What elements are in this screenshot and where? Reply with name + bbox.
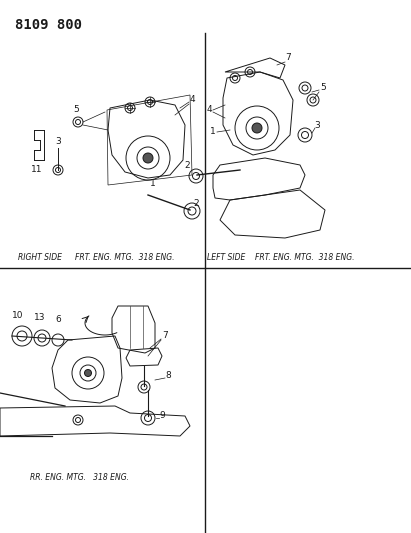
Text: 2: 2 [184, 160, 190, 169]
Text: 9: 9 [159, 411, 165, 421]
Text: 1: 1 [150, 179, 156, 188]
Text: 5: 5 [320, 84, 326, 93]
Text: 8109 800: 8109 800 [15, 18, 82, 32]
Text: 4: 4 [189, 95, 195, 104]
Text: 3: 3 [55, 138, 61, 147]
Text: 5: 5 [73, 106, 79, 115]
Circle shape [85, 369, 92, 376]
Text: 8: 8 [165, 372, 171, 381]
Text: FRT. ENG. MTG.  318 ENG.: FRT. ENG. MTG. 318 ENG. [255, 253, 355, 262]
Text: LEFT SIDE: LEFT SIDE [207, 253, 245, 262]
Text: 4: 4 [206, 106, 212, 115]
Text: 1: 1 [210, 127, 216, 136]
Text: 2: 2 [193, 198, 199, 207]
Text: RIGHT SIDE: RIGHT SIDE [18, 253, 62, 262]
Text: 7: 7 [162, 332, 168, 341]
Text: FRT. ENG. MTG.  318 ENG.: FRT. ENG. MTG. 318 ENG. [75, 253, 175, 262]
Text: 13: 13 [34, 313, 46, 322]
Text: 7: 7 [285, 53, 291, 62]
Text: RR. ENG. MTG.   318 ENG.: RR. ENG. MTG. 318 ENG. [30, 473, 129, 482]
Text: 3: 3 [314, 120, 320, 130]
Circle shape [252, 123, 262, 133]
Text: 10: 10 [12, 311, 24, 320]
Text: 11: 11 [31, 166, 43, 174]
Text: 6: 6 [55, 316, 61, 325]
Circle shape [143, 153, 153, 163]
